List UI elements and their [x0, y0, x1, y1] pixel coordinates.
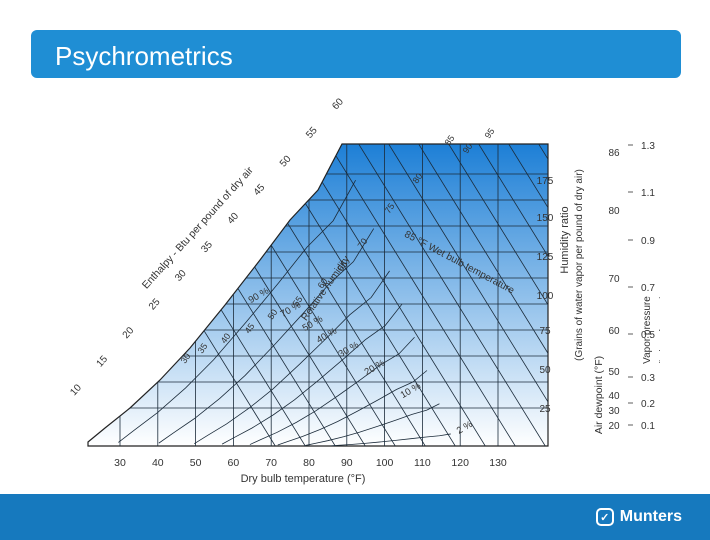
x-tick-label: 30: [114, 457, 126, 469]
x-tick-label: 80: [303, 457, 315, 469]
wet-bulb-line: [349, 144, 548, 446]
wet-bulb-tick-label: 80: [411, 171, 425, 185]
humidity-tick-label: 50: [539, 365, 551, 376]
vapor-tick-label: 0.2: [641, 399, 655, 410]
x-tick-label: 100: [376, 457, 394, 469]
wet-bulb-tick-label: 35: [196, 341, 210, 355]
wet-bulb-tick-label: 50: [266, 307, 280, 321]
enthalpy-tick-label: 20: [121, 325, 137, 341]
wet-bulb-line: [319, 144, 541, 446]
humidity-tick-label: 125: [537, 252, 554, 263]
wet-bulb-tick-label: 30: [179, 351, 193, 365]
rh-curve: [118, 180, 356, 443]
x-tick-label: 70: [265, 457, 277, 469]
dewpoint-tick-label: 60: [608, 326, 620, 337]
rh-curve: [305, 403, 440, 446]
rh-curve: [221, 303, 403, 445]
x-tick-label: 120: [451, 457, 469, 469]
logo: ✓ Munters: [595, 508, 682, 526]
x-tick-label: 50: [190, 457, 202, 469]
vapor-tick-label: 0.3: [641, 373, 655, 384]
title-bar: Psychrometrics: [31, 30, 681, 78]
x-axis-label: Dry bulb temperature (°F): [241, 473, 366, 485]
humidity-ratio-label: Humidity ratio: [559, 206, 571, 273]
wet-bulb-line: [379, 144, 548, 446]
enthalpy-tick-label: 35: [199, 239, 215, 255]
dewpoint-tick-label: 70: [608, 274, 620, 285]
humidity-tick-label: 175: [537, 176, 554, 187]
rh-curve: [194, 270, 390, 445]
dewpoint-tick-label: 50: [608, 367, 620, 378]
enthalpy-tick-label: 30: [173, 268, 189, 284]
rh-curve: [158, 228, 375, 444]
x-tick-label: 90: [341, 457, 353, 469]
wet-bulb-tick-label: 40: [219, 331, 233, 345]
humidity-tick-label: 25: [539, 404, 551, 415]
logo-text: Munters: [619, 508, 682, 525]
vapor-tick-label: 1.1: [641, 188, 655, 199]
rh-curve: [249, 337, 415, 445]
wet-bulb-tick-label: 70: [356, 236, 370, 250]
wet-bulb-tick-label: 95: [483, 126, 497, 140]
dewpoint-tick-label: 40: [608, 391, 620, 402]
x-tick-label: 130: [489, 457, 507, 469]
vapor-pressure-label: Vapor pressure: [642, 296, 653, 364]
wet-bulb-tick-label: 55: [291, 294, 305, 308]
wet-bulb-line: [499, 144, 548, 446]
wet-bulb-tick-label: 85: [443, 133, 457, 147]
enthalpy-tick-label: 10: [68, 382, 84, 398]
dewpoint-tick-label: 20: [608, 421, 620, 432]
enthalpy-tick-label: 55: [304, 125, 320, 141]
dewpoint-tick-label: 86: [608, 148, 620, 159]
enthalpy-tick-label: 40: [226, 211, 242, 227]
rh-curve: [277, 370, 428, 446]
enthalpy-tick-label: 45: [252, 182, 268, 198]
vapor-tick-label: 0.9: [641, 236, 655, 247]
vapor-tick-label: 1.3: [641, 141, 655, 152]
vapor-tick-label: 0.5: [641, 330, 655, 341]
enthalpy-tick-label: 15: [95, 354, 111, 370]
page-title: Psychrometrics: [55, 41, 233, 71]
psychrometric-chart: 10 15 20 25 30 35 40 45 50 55 60 Enthalpy - Btu per…: [60, 90, 667, 490]
wet-bulb-line: [469, 144, 548, 446]
footer-bar: ✓ Munters: [0, 494, 710, 540]
wet-bulb-tick-label: 90: [461, 141, 475, 155]
wet-bulb-tick-label: 65: [336, 259, 350, 273]
enthalpy-tick-label: 25: [147, 296, 163, 312]
vapor-tick-label: 0.1: [641, 421, 655, 432]
vapor-pressure-sub: (inches of mercury): [658, 295, 660, 364]
x-tick-label: 60: [228, 457, 240, 469]
rh-curve: [330, 433, 451, 446]
wet-bulb-tick-label: 75: [383, 201, 397, 215]
humidity-tick-label: 75: [539, 326, 551, 337]
x-tick-label: 110: [414, 457, 431, 469]
x-tick-label: 40: [152, 457, 164, 469]
humidity-ratio-sub: (Grains of water vapor per pound of dry …: [574, 169, 585, 361]
humidity-tick-label: 150: [537, 213, 554, 224]
enthalpy-tick-label: 50: [278, 153, 294, 169]
dewpoint-axis-label: Air dewpoint (°F): [593, 356, 605, 434]
wet-bulb-line: [289, 144, 511, 446]
humidity-tick-label: 100: [537, 291, 554, 302]
wet-bulb-line: [409, 144, 548, 446]
enthalpy-axis-label: Enthalpy - Btu per pound of dry air: [140, 164, 256, 291]
dewpoint-tick-label: 30: [608, 406, 620, 417]
munters-logo-icon: ✓: [595, 508, 614, 526]
dewpoint-tick-label: 80: [608, 206, 620, 217]
wet-bulb-tick-label: 45: [243, 321, 257, 335]
wet-bulb-line: [439, 144, 548, 446]
wet-bulb-tick-label: 60: [316, 276, 330, 290]
enthalpy-tick-label: 60: [330, 96, 346, 112]
vapor-tick-label: 0.7: [641, 283, 655, 294]
